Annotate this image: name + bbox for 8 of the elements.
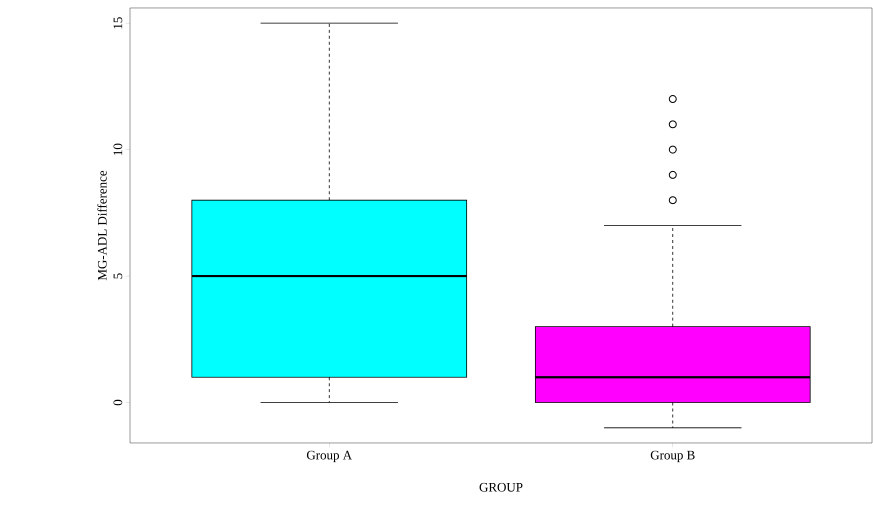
y-tick-label: 15 xyxy=(114,17,122,28)
y-axis-title: MG-ADL Difference xyxy=(97,170,107,280)
y-tick-label: 0 xyxy=(114,400,122,406)
x-axis-title: GROUP xyxy=(480,482,522,492)
x-tick-label: Group B xyxy=(650,450,695,462)
y-tick-label: 10 xyxy=(114,144,122,155)
y-tick-label: 5 xyxy=(114,273,122,279)
x-tick-label: Group A xyxy=(306,450,352,462)
